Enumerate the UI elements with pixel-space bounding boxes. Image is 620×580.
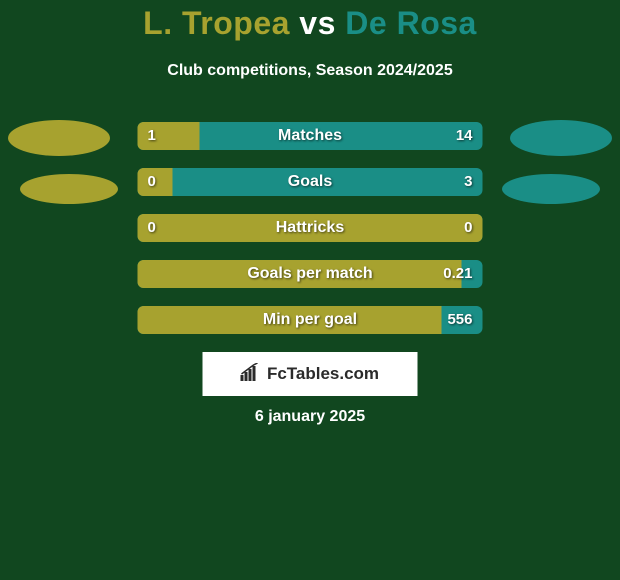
stat-bar-label: Min per goal <box>138 306 483 334</box>
stat-bar: Goals per match0.21 <box>138 260 483 288</box>
stat-bar-left-value: 1 <box>148 122 156 150</box>
stat-bar: Matches1 14 <box>138 122 483 150</box>
stat-bar-label: Matches <box>138 122 483 150</box>
stat-bar-right-value: 3 <box>464 168 472 196</box>
player2-name: De Rosa <box>345 5 477 41</box>
vs-label: vs <box>299 5 336 41</box>
stat-bar-right-value: 0.21 <box>443 260 472 288</box>
stat-bar: Min per goal556 <box>138 306 483 334</box>
stat-bar: Goals0 3 <box>138 168 483 196</box>
stat-bar-right-value: 556 <box>447 306 472 334</box>
date-label: 6 january 2025 <box>0 408 620 426</box>
player1-name: L. Tropea <box>143 5 290 41</box>
stat-bar: Hattricks0 0 <box>138 214 483 242</box>
brand-text: FcTables.com <box>267 364 379 384</box>
player1-avatar-placeholder <box>8 120 110 156</box>
stat-bar-left-value: 0 <box>148 214 156 242</box>
subtitle: Club competitions, Season 2024/2025 <box>0 62 620 80</box>
stat-bar-left-value: 0 <box>148 168 156 196</box>
chart-icon <box>241 363 263 386</box>
comparison-card: L. Tropea vs De Rosa Club competitions, … <box>0 0 620 580</box>
title: L. Tropea vs De Rosa <box>0 5 620 42</box>
player1-club-placeholder <box>20 174 118 204</box>
player2-club-placeholder <box>502 174 600 204</box>
stat-bar-label: Goals per match <box>138 260 483 288</box>
stat-bar-label: Goals <box>138 168 483 196</box>
stat-bar-right-value: 0 <box>464 214 472 242</box>
stat-bar-label: Hattricks <box>138 214 483 242</box>
player2-avatar-placeholder <box>510 120 612 156</box>
brand-box: FcTables.com <box>203 352 418 396</box>
stat-bar-right-value: 14 <box>456 122 473 150</box>
stats-bars: Matches114Goals03Hattricks00Goals per ma… <box>138 122 483 352</box>
